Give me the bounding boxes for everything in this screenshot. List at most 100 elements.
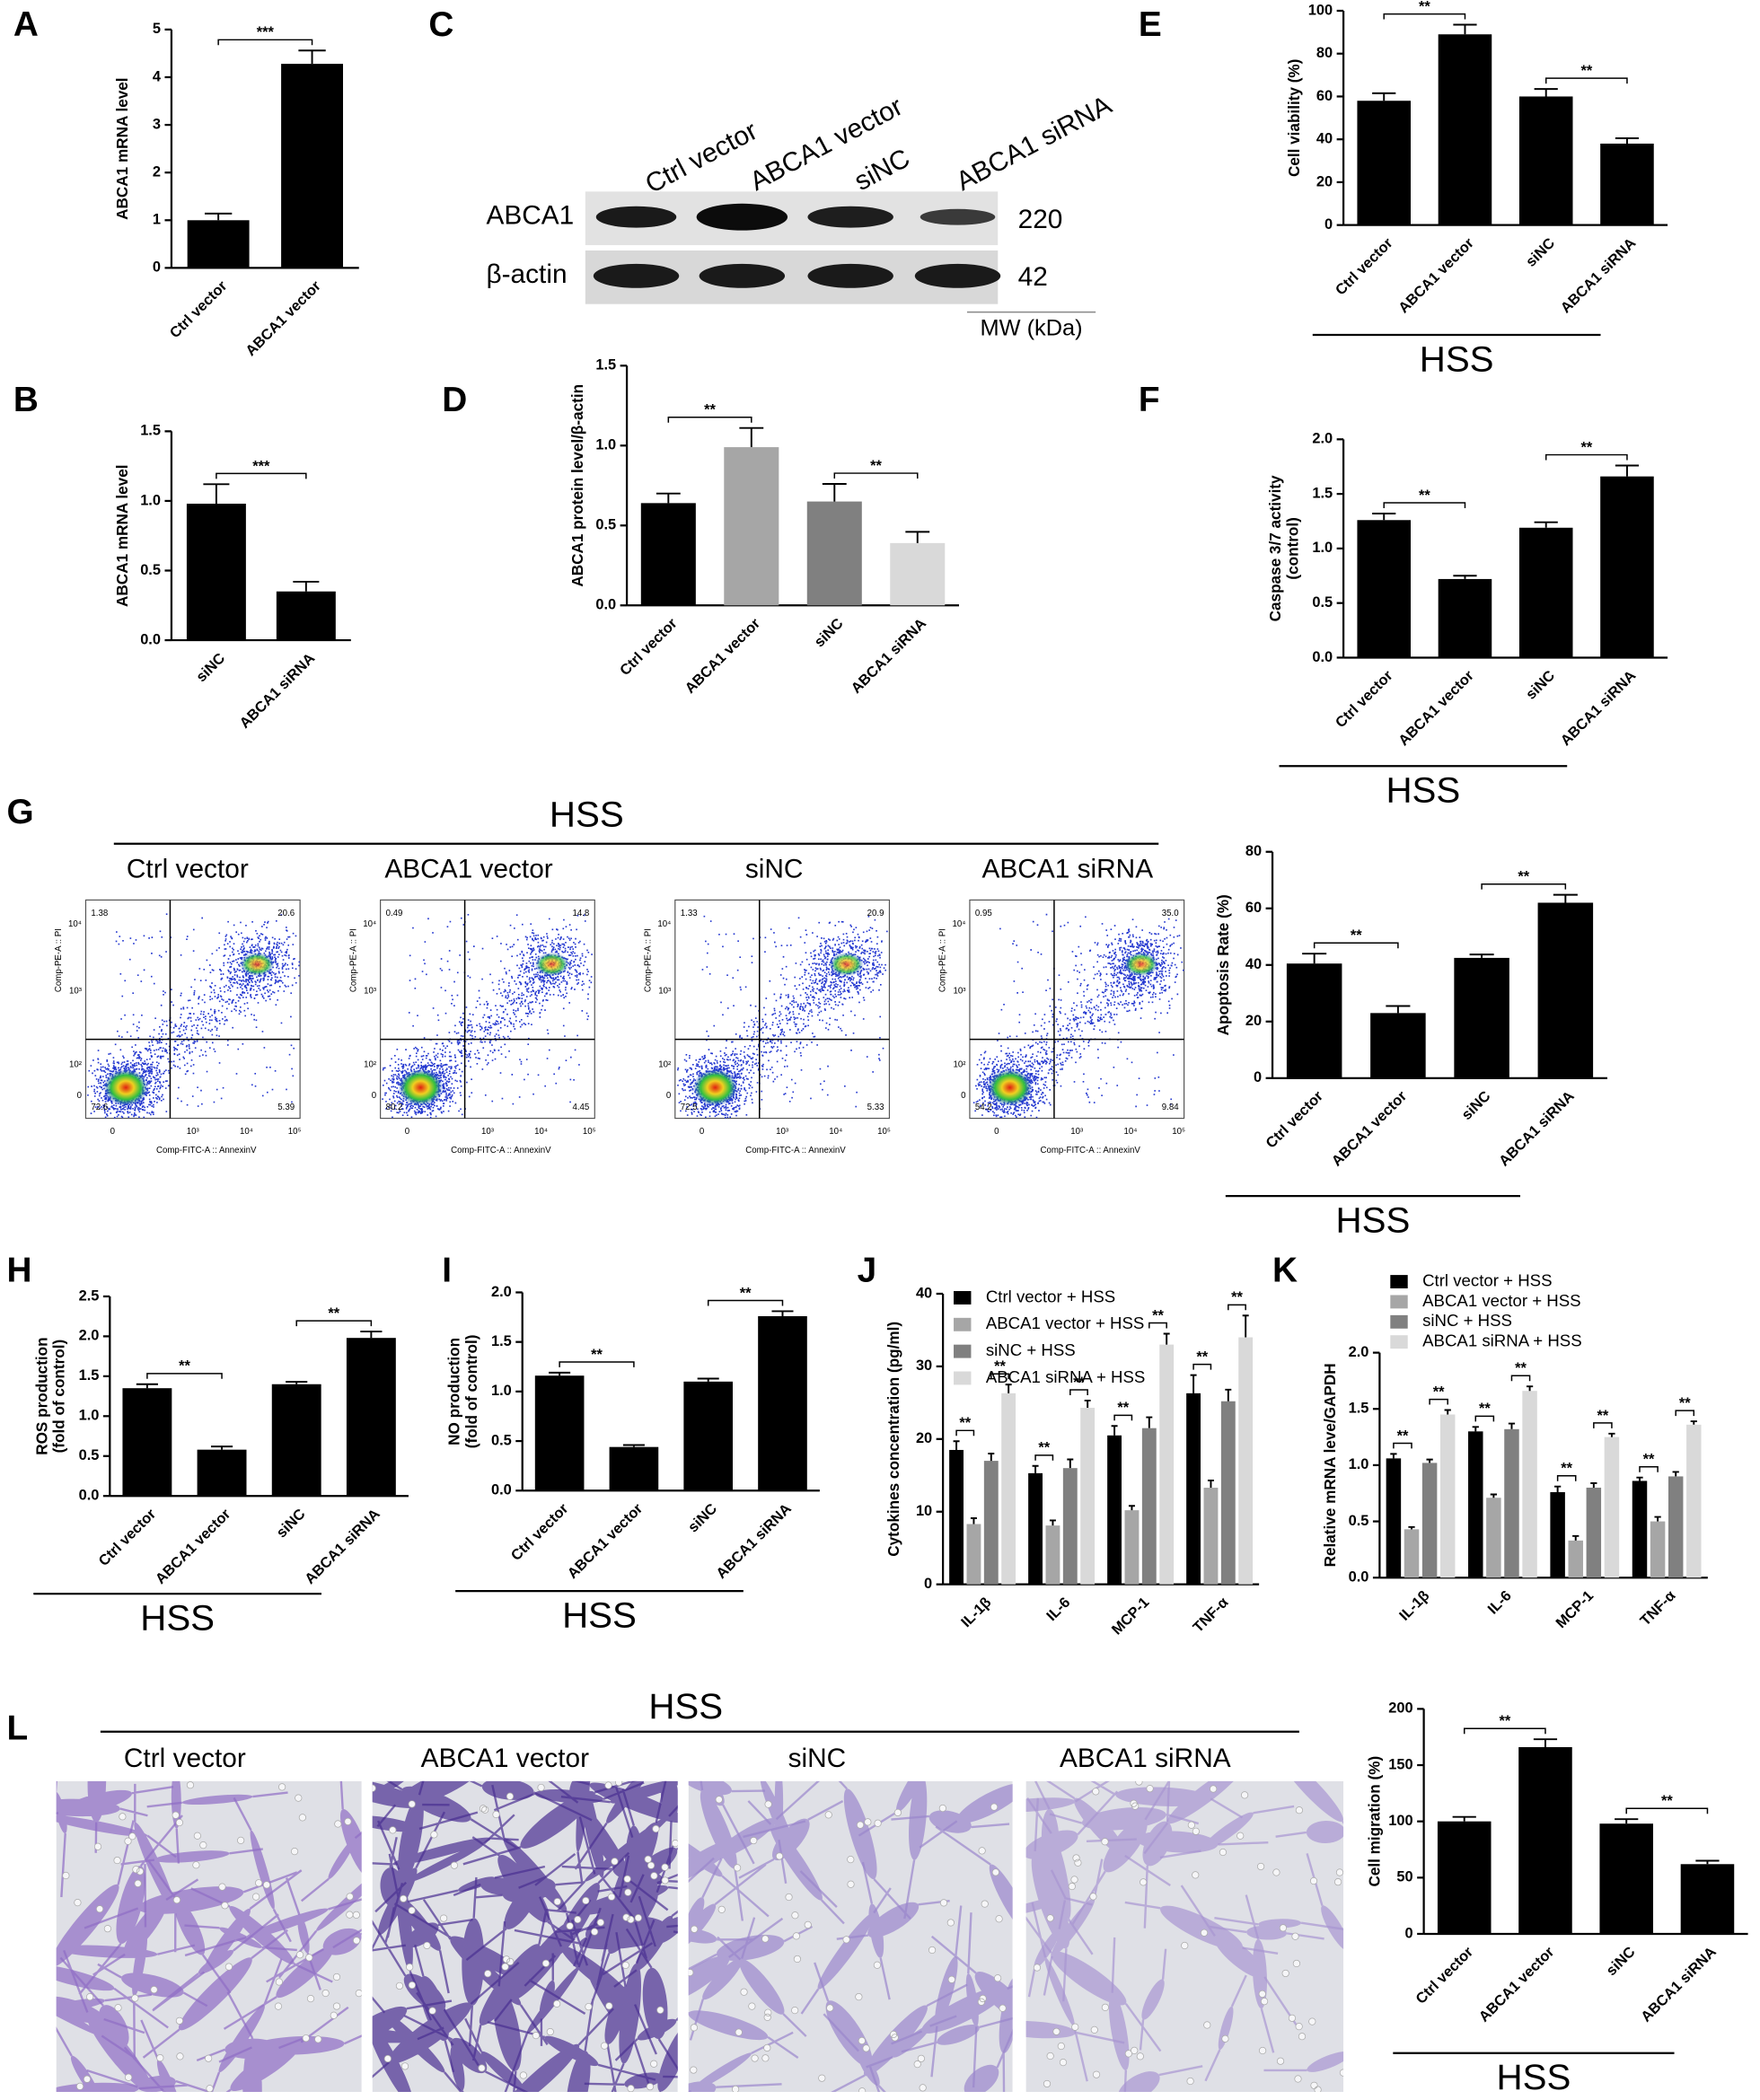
y-tick-label: 10²	[953, 1059, 966, 1069]
bar	[1568, 1540, 1583, 1578]
bar	[1604, 1437, 1620, 1578]
panel-label: K	[1272, 1251, 1298, 1289]
error-bar	[1526, 1385, 1534, 1392]
y-tick-label: 10³	[658, 986, 672, 996]
x-tick-label: IL-1β	[958, 1595, 994, 1630]
x-tick-label: siNC	[811, 615, 846, 650]
error-bar	[1508, 1422, 1516, 1429]
membrane-pores	[1033, 1780, 1344, 2092]
error-bar	[970, 1517, 977, 1524]
y-axis-label: ABCA1 mRNA level	[113, 77, 131, 219]
significance-bracket	[1675, 1410, 1695, 1417]
panel-label: F	[1139, 381, 1160, 419]
bar	[1421, 1463, 1438, 1578]
y-axis-label: NO production	[445, 1338, 463, 1445]
x-tick-label: ABCA1 siRNA	[1638, 1944, 1720, 2025]
y-axis-label: Comp-PE-A :: PI	[938, 928, 948, 992]
significance-bracket	[1069, 1389, 1088, 1395]
x-tick-label: IL-6	[1484, 1587, 1514, 1617]
significance-bracket	[667, 417, 752, 423]
y-tick-label: 0.0	[1349, 1569, 1369, 1586]
y-tick-label: 60	[1316, 88, 1333, 104]
significance-bracket	[1593, 1422, 1613, 1428]
bar	[1357, 101, 1412, 225]
error-bar	[1049, 1519, 1056, 1526]
bar	[1454, 957, 1509, 1078]
y-tick-label: 10⁴	[953, 919, 966, 929]
error-bar	[822, 483, 847, 502]
blot-band	[699, 263, 786, 288]
event-dots	[677, 915, 888, 1119]
panel-label: B	[13, 381, 39, 419]
panel-label: C	[428, 5, 453, 44]
group-label: HSS	[140, 1598, 215, 1639]
y-tick-label: 1.5	[491, 1333, 512, 1349]
x-tick-label: IL-1β	[1396, 1587, 1432, 1623]
y-axis-label: ROS production	[32, 1337, 50, 1454]
error-bar	[1615, 137, 1640, 144]
error-bar	[1534, 88, 1558, 97]
y-tick-label: 0	[1254, 1069, 1262, 1085]
significance-bracket	[990, 1373, 1009, 1380]
significance-label: **	[1073, 1375, 1085, 1391]
y-tick-label: 0	[372, 1091, 377, 1101]
x-axis-label: Comp-FITC-A :: AnnexinV	[451, 1146, 551, 1155]
y-axis-label: Cell migration (%)	[1365, 1756, 1383, 1887]
significance-bracket	[707, 1299, 784, 1306]
y-tick-label: 0.5	[491, 1432, 512, 1448]
y-tick-label: 2.5	[79, 1287, 100, 1304]
y-tick-label: 100	[1308, 2, 1333, 18]
x-tick-label: ABCA1 vector	[565, 1500, 647, 1582]
error-bar	[210, 1445, 233, 1450]
condition-label: siNC	[745, 854, 804, 883]
y-axis-label: ABCA1 protein level/β-actin	[568, 384, 586, 587]
legend-label: siNC + HSS	[986, 1340, 1076, 1359]
density-core	[692, 1068, 738, 1107]
y-tick-label: 20	[1316, 173, 1333, 189]
significance-bracket	[1510, 1375, 1531, 1382]
quadrant-value: 35.0	[1162, 909, 1179, 918]
legend-swatch	[954, 1371, 972, 1385]
y-tick-label: 60	[1245, 900, 1262, 916]
x-tick-label: ABCA1 vector	[153, 1506, 234, 1587]
significance-label: **	[740, 1285, 752, 1301]
membrane-pores	[62, 1781, 362, 2092]
x-axis-label: Comp-FITC-A :: AnnexinV	[745, 1146, 846, 1155]
y-tick-label: 80	[1316, 45, 1333, 61]
group-label: HSS	[1420, 338, 1494, 379]
legend-swatch	[1390, 1275, 1408, 1289]
bar	[1437, 1821, 1492, 1934]
panel-label: I	[442, 1251, 452, 1289]
bar	[281, 64, 344, 268]
panel-label: L	[6, 1709, 28, 1747]
quadrant-value: 1.33	[681, 909, 698, 918]
condition-label: Ctrl vector	[127, 854, 249, 883]
significance-bracket	[833, 472, 919, 479]
significance-label: **	[1117, 1400, 1129, 1416]
error-bar	[360, 1331, 383, 1339]
x-tick-label: 10⁴	[829, 1127, 842, 1137]
y-tick-label: 1.5	[595, 357, 616, 373]
error-bar	[1554, 1485, 1562, 1492]
x-tick-label: 10⁵	[583, 1127, 596, 1137]
significance-bracket	[1113, 1414, 1133, 1421]
bar	[346, 1338, 396, 1497]
group-label: HSS	[1497, 2057, 1571, 2097]
group-label: HSS	[1386, 770, 1460, 811]
error-bar	[656, 492, 681, 504]
row-label: β-actin	[486, 259, 567, 289]
condition-label: ABCA1 vector	[384, 854, 552, 883]
error-bar	[1372, 513, 1396, 521]
significance-bracket	[1192, 1363, 1212, 1370]
bar	[1537, 902, 1594, 1078]
bar	[1522, 1391, 1537, 1578]
x-tick-label: Ctrl vector	[1412, 1944, 1476, 2008]
error-bar	[1111, 1425, 1118, 1436]
bar	[1045, 1525, 1060, 1585]
condition-label: ABCA1 vector	[421, 1744, 589, 1773]
significance-bracket	[1474, 1415, 1495, 1422]
group-label: HSS	[562, 1595, 637, 1636]
legend-swatch	[954, 1344, 972, 1358]
significance-label: **	[328, 1305, 339, 1322]
x-tick-label: siNC	[1523, 235, 1558, 270]
